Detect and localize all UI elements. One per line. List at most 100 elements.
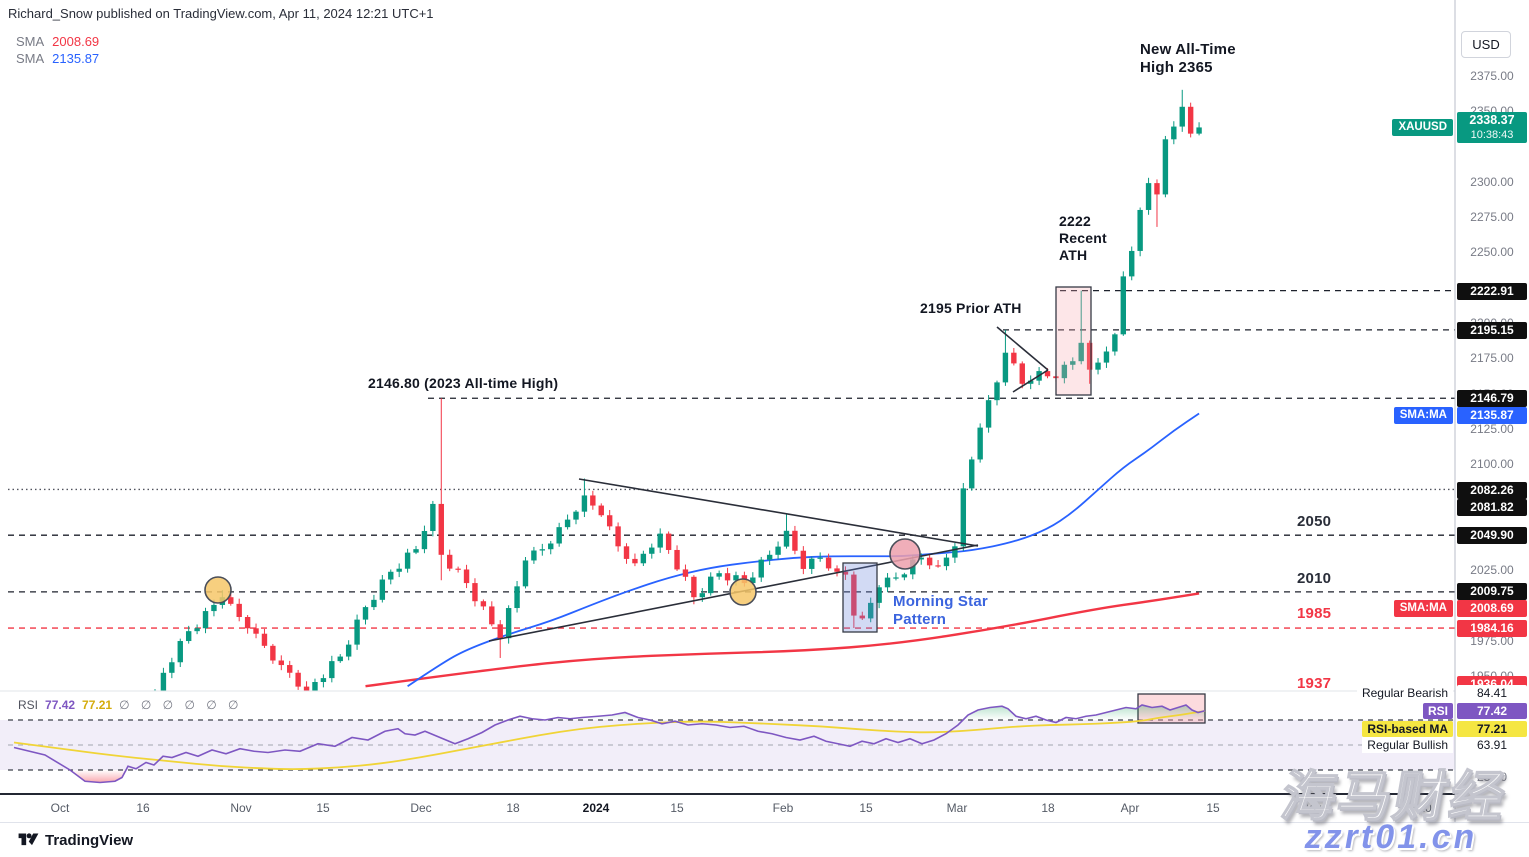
candle-body — [1137, 209, 1143, 251]
candle-body — [455, 568, 461, 570]
rsi-value: 77.42 — [45, 698, 76, 712]
candle-body — [312, 682, 318, 691]
candle-body — [244, 616, 251, 629]
candle-body — [337, 656, 343, 662]
candle-body — [691, 576, 697, 598]
candle-body — [573, 511, 579, 520]
candle-body — [539, 549, 546, 551]
candle-body — [430, 503, 436, 531]
ma-source-tag: SMA:MA — [1393, 407, 1453, 424]
time-axis-label: 20 — [1418, 801, 1432, 815]
time-axis-label: Nov — [230, 801, 252, 815]
rsi-overbought-fill — [963, 706, 1046, 720]
price-axis-badge: 2082.26 — [1457, 482, 1527, 499]
candle-body — [632, 558, 638, 564]
candle-body — [295, 672, 301, 687]
time-axis-label: Mar — [946, 801, 968, 815]
candle-body — [842, 571, 849, 575]
price-axis-label: 2175.00 — [1470, 351, 1514, 366]
candle-body — [1070, 361, 1076, 365]
candle-body — [758, 559, 764, 578]
highlight-box-1 — [1055, 286, 1092, 396]
time-axis-label: Oct — [50, 801, 70, 815]
candle-body — [590, 495, 596, 506]
rsi-empty-values: ∅ ∅ ∅ ∅ ∅ ∅ — [119, 698, 243, 712]
candle-body — [345, 644, 352, 657]
candle-body — [388, 571, 394, 580]
candle-body — [177, 641, 183, 663]
highlight-box-0 — [842, 562, 878, 633]
price-axis-badge: 2135.87 — [1457, 407, 1527, 424]
candle-body — [750, 577, 756, 584]
circle-marker-1 — [729, 578, 757, 606]
candle-body — [859, 615, 865, 619]
candle-body — [1171, 126, 1177, 140]
candle-body — [480, 601, 487, 607]
candle-body — [969, 459, 975, 489]
candle-body — [716, 573, 722, 577]
candle-body — [1187, 106, 1194, 134]
candle-body — [918, 557, 924, 560]
candle-body — [413, 549, 419, 553]
candle-body — [724, 573, 731, 581]
candle-body — [447, 554, 453, 569]
trendline-3 — [1012, 369, 1049, 393]
candle-body — [581, 495, 588, 512]
sma-label-2: SMA — [16, 51, 45, 66]
candle-body — [699, 593, 705, 598]
candle-body — [303, 686, 310, 691]
rsi-axis-row-label: RSI-based MA — [1362, 721, 1453, 737]
candle-body — [1120, 276, 1126, 335]
last-price: 2338.37 — [1469, 113, 1515, 127]
candle-body — [960, 488, 967, 547]
annotation-level-1937: 1937 — [1297, 675, 1332, 692]
footer-bar: TradingView — [0, 823, 1529, 857]
ma-source-tag: SMA:MA — [1393, 600, 1453, 617]
candle-body — [682, 569, 689, 577]
candle-body — [404, 552, 411, 569]
candle-body — [228, 597, 234, 604]
candle-body — [1078, 342, 1084, 362]
sma-slow-line — [365, 592, 1200, 688]
candle-body — [1103, 351, 1110, 363]
candle-body — [522, 560, 529, 587]
candle-body — [868, 602, 874, 619]
price-axis-label: 2375.00 — [1470, 68, 1514, 83]
sma-fast-legend-row[interactable]: SMA 2008.69 — [16, 33, 99, 50]
rsi-line — [13, 704, 1206, 784]
rsi-axis-row-label: RSI — [1422, 703, 1453, 719]
candle-body — [194, 628, 200, 632]
price-axis-label: 2025.00 — [1470, 563, 1514, 578]
candle-body — [1162, 139, 1169, 195]
price-axis-label: 2250.00 — [1470, 245, 1514, 260]
currency-toggle-button[interactable]: USD — [1461, 31, 1511, 58]
candle-body — [497, 624, 503, 639]
rsi-axis-row-label: Regular Bearish — [1356, 685, 1453, 701]
rsi-axis-bottom-label: 25.00 — [1476, 770, 1508, 784]
candle-body — [1129, 250, 1135, 277]
sma-label: SMA — [16, 34, 45, 49]
candle-body — [834, 568, 840, 572]
rsi-legend[interactable]: RSI 77.42 77.21 ∅ ∅ ∅ ∅ ∅ ∅ — [18, 698, 249, 712]
candle-body — [851, 574, 857, 616]
sma-slow-legend-row[interactable]: SMA 2135.87 — [16, 50, 99, 67]
rsi-oversold-fill — [70, 770, 126, 783]
time-axis-label: 18 — [1041, 801, 1055, 815]
price-axis-label: 2125.00 — [1470, 422, 1514, 437]
time-axis-label: 2024 — [582, 801, 610, 815]
candle-body — [1112, 334, 1118, 352]
candle-body — [354, 619, 360, 645]
candle-body — [926, 557, 933, 566]
bar-countdown: 10:38:43 — [1470, 129, 1514, 141]
candle-body — [901, 574, 908, 578]
ma-lines — [365, 412, 1200, 688]
price-axis-badge: 2222.91 — [1457, 283, 1527, 300]
tradingview-brand-text: TradingView — [45, 832, 134, 849]
tradingview-logo-icon — [18, 833, 39, 846]
candle-body — [1061, 364, 1068, 379]
sma-slow-value: 2008.69 — [52, 34, 100, 49]
tradingview-brand[interactable]: TradingView — [18, 831, 133, 850]
candle-body — [994, 382, 1000, 401]
